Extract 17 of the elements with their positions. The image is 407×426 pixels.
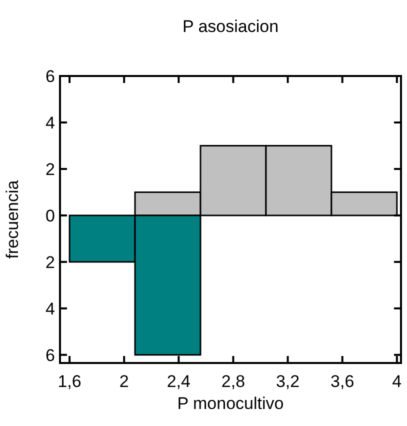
y-tick-label: 4	[46, 113, 55, 132]
x-tick-label: 2	[119, 372, 129, 391]
y-tick-label: 2	[46, 160, 55, 179]
y-tick-label: 4	[46, 299, 55, 318]
y-tick-label: 2	[46, 252, 55, 272]
y-tick-label: 0	[46, 206, 55, 226]
x-tick-label: 3,6	[330, 372, 354, 391]
y-tick-label: 6	[46, 66, 55, 86]
x-axis-title: P monocultivo	[177, 394, 284, 413]
x-tick-label: 4	[392, 372, 402, 391]
chart-title: P asosiacion	[182, 17, 279, 36]
x-tick-label: 1,6	[58, 372, 82, 391]
y-tick-label: 6	[46, 346, 55, 365]
x-tick-label: 3,2	[276, 372, 300, 391]
x-tick-label: 2,4	[166, 372, 190, 391]
y-axis-title: frecuencia	[3, 180, 22, 259]
x-tick-label: 2,8	[221, 372, 246, 391]
